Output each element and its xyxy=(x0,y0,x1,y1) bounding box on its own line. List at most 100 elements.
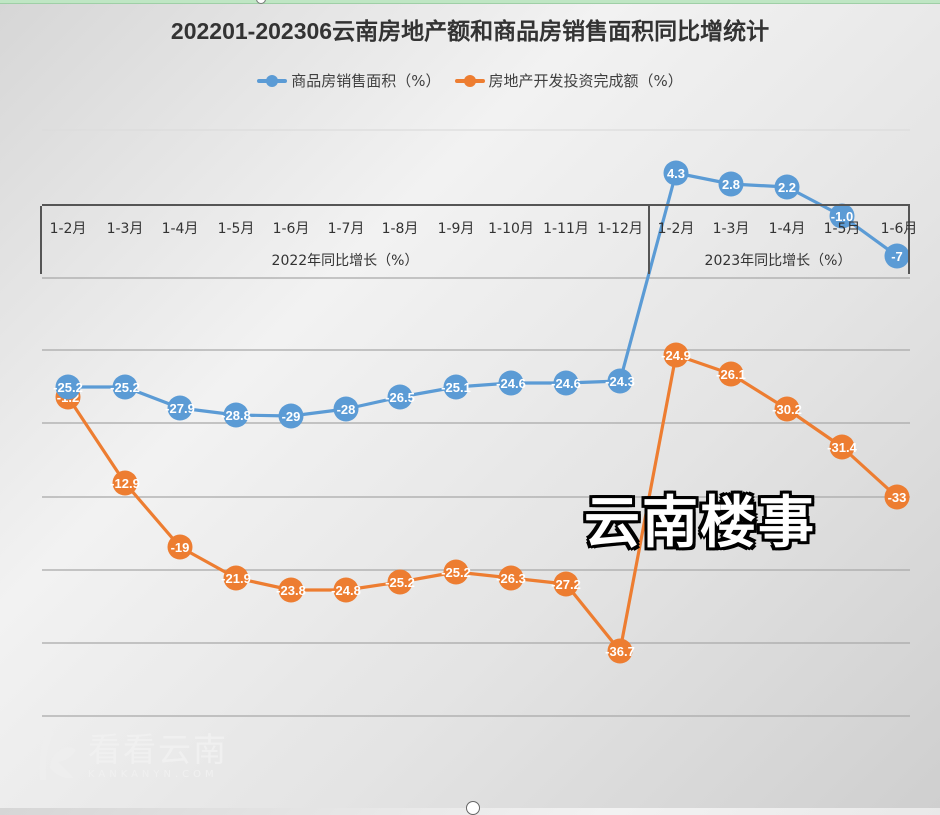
data-point[interactable] xyxy=(112,374,138,400)
data-label: -25.1 xyxy=(441,380,471,395)
category-label: 1-6月 xyxy=(880,221,918,237)
category-label: 1-9月 xyxy=(437,221,475,237)
resize-handle-bottom[interactable] xyxy=(466,801,480,815)
data-label: -33 xyxy=(888,490,907,505)
category-label: 1-2月 xyxy=(49,221,87,237)
group-label-2022: 2022年同比增长（%） xyxy=(271,253,419,269)
category-label: 1-3月 xyxy=(106,221,144,237)
data-label: 2.8 xyxy=(722,177,740,192)
category-label: 1-5月 xyxy=(217,221,255,237)
data-point[interactable] xyxy=(774,396,800,422)
series-line xyxy=(68,171,898,418)
line-marker-icon xyxy=(454,74,485,87)
data-label: -24.9 xyxy=(661,348,691,363)
data-point[interactable] xyxy=(829,434,855,460)
watermark: 看看云南 KANKANYN.COM xyxy=(34,728,228,783)
data-label: -25.2 xyxy=(53,380,83,395)
data-point[interactable] xyxy=(223,402,249,428)
data-point[interactable] xyxy=(443,374,469,400)
data-point[interactable] xyxy=(387,569,413,595)
data-point[interactable] xyxy=(167,395,193,421)
category-label: 1-2月 xyxy=(657,221,695,237)
legend-item-investment[interactable]: 房地产开发投资完成额（%） xyxy=(454,70,683,91)
data-point[interactable] xyxy=(278,577,304,603)
data-point[interactable] xyxy=(223,565,249,591)
data-point[interactable] xyxy=(55,374,81,400)
kankan-logo-icon xyxy=(39,730,76,780)
data-point[interactable] xyxy=(663,342,689,368)
legend-label: 商品房销售面积（%） xyxy=(291,72,441,90)
series-line xyxy=(66,353,899,653)
data-label: -27.2 xyxy=(551,577,581,592)
watermark-en: KANKANYN.COM xyxy=(88,769,218,780)
data-point[interactable] xyxy=(774,174,800,200)
data-point[interactable] xyxy=(607,638,633,664)
brand-overlay: 云南楼事 xyxy=(584,491,816,556)
data-label: -28.8 xyxy=(221,408,251,423)
category-axis: 1-2月 1-3月 1-4月 1-5月 1-6月 1-7月 1-8月 1-9月 1-10月 1-1… xyxy=(40,204,917,274)
data-point[interactable] xyxy=(443,559,469,585)
data-point[interactable] xyxy=(553,370,579,396)
legend-item-sales-area[interactable]: 商品房销售面积（%） xyxy=(257,70,441,91)
data-label: -19 xyxy=(171,540,190,555)
spreadsheet-top-bar xyxy=(0,0,940,4)
data-point[interactable] xyxy=(387,384,413,410)
category-label: 1-11月 xyxy=(543,221,589,237)
category-label: 1-7月 xyxy=(327,221,365,237)
data-point[interactable] xyxy=(553,571,579,597)
data-label: -29 xyxy=(282,409,301,424)
category-label: 1-8月 xyxy=(381,221,419,237)
data-point[interactable] xyxy=(498,370,524,396)
category-label: 1-5月 xyxy=(823,221,861,237)
data-point[interactable] xyxy=(718,361,744,387)
data-label: 4.3 xyxy=(667,166,685,181)
data-label: -26.1 xyxy=(716,367,746,382)
axis-divider xyxy=(908,206,910,274)
data-label: -7 xyxy=(891,249,903,264)
data-label: -24.8 xyxy=(331,583,361,598)
data-point[interactable] xyxy=(663,160,689,186)
category-label: 1-3月 xyxy=(712,221,750,237)
data-point[interactable] xyxy=(829,203,855,229)
data-label: -31.4 xyxy=(827,440,857,455)
category-label: 1-6月 xyxy=(272,221,310,237)
data-label: -24.6 xyxy=(551,376,581,391)
legend: 商品房销售面积（%） 房地产开发投资完成额（%） xyxy=(0,70,940,91)
data-point[interactable] xyxy=(498,565,524,591)
data-point[interactable] xyxy=(333,577,359,603)
data-label: -23.8 xyxy=(276,583,306,598)
category-label: 1-4月 xyxy=(161,221,199,237)
data-label: -24.3 xyxy=(605,374,635,389)
axis-divider xyxy=(648,206,650,274)
category-label: 1-12月 xyxy=(597,221,643,237)
data-label: -24.6 xyxy=(496,376,526,391)
data-point[interactable] xyxy=(333,396,359,422)
data-point[interactable] xyxy=(278,403,304,429)
axis-divider xyxy=(40,206,42,274)
data-label: -25.2 xyxy=(110,380,140,395)
data-label: -30.2 xyxy=(772,402,802,417)
group-label-2023: 2023年同比增长（%） xyxy=(704,253,852,269)
line-marker-icon xyxy=(257,74,288,87)
data-point[interactable] xyxy=(167,534,193,560)
data-point[interactable] xyxy=(884,243,910,269)
data-point[interactable] xyxy=(884,484,910,510)
category-label: 1-4月 xyxy=(768,221,806,237)
data-label: -36.7 xyxy=(605,644,635,659)
watermark-cn: 看看云南 xyxy=(88,730,228,769)
category-label: 1-10月 xyxy=(488,221,534,237)
data-label: -27.9 xyxy=(165,401,195,416)
data-point[interactable] xyxy=(112,470,138,496)
data-label: -26.3 xyxy=(496,571,526,586)
data-label: -28 xyxy=(337,402,356,417)
data-label: 2.2 xyxy=(778,180,796,195)
data-label: -21.9 xyxy=(221,571,251,586)
data-label: -26.5 xyxy=(385,390,415,405)
data-point[interactable] xyxy=(718,171,744,197)
data-label: -1.0 xyxy=(831,209,853,224)
data-label: -25.2 xyxy=(385,575,415,590)
data-point[interactable] xyxy=(607,368,633,394)
data-label: -12.9 xyxy=(110,476,140,491)
legend-label: 房地产开发投资完成额（%） xyxy=(488,72,683,90)
